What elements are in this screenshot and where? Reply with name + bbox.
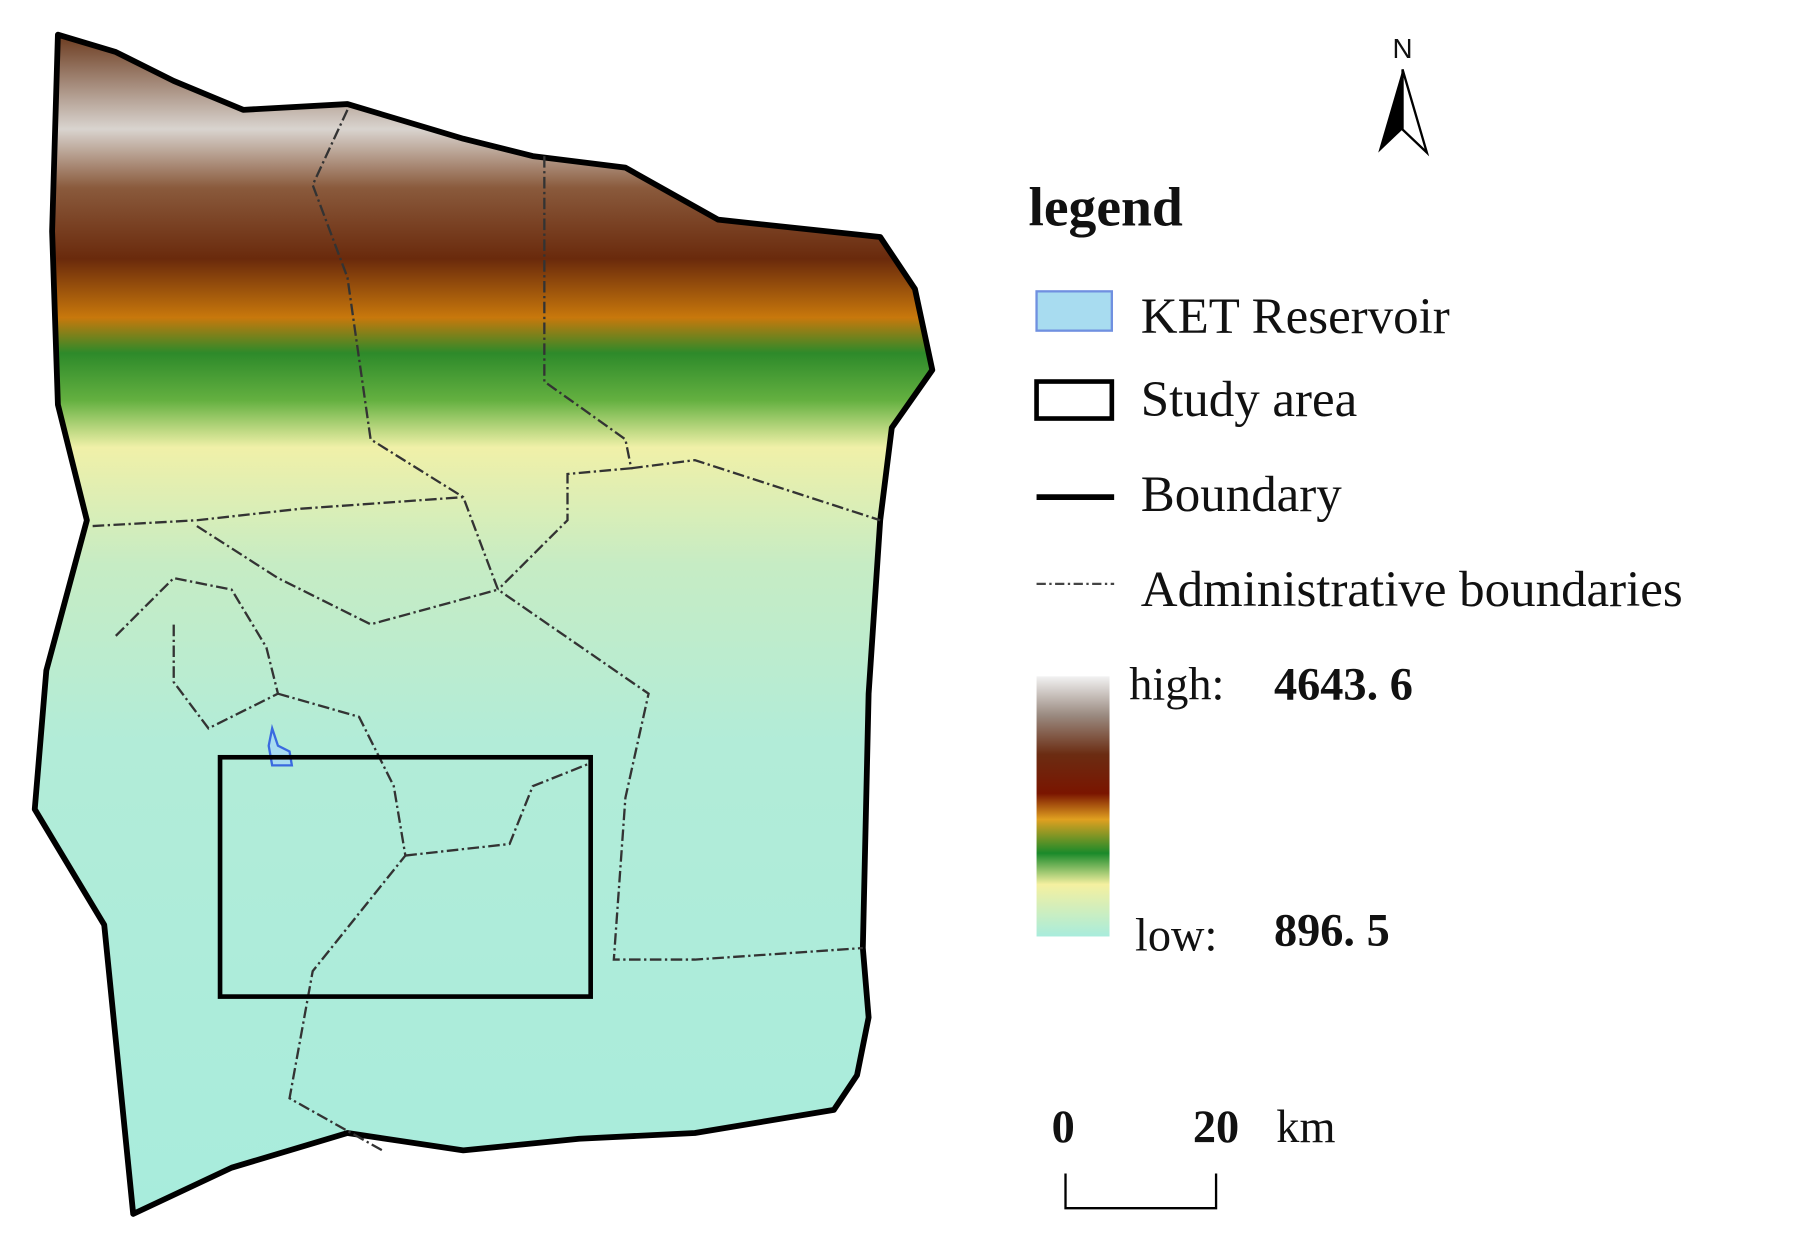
scale-end: 20 [1193,1102,1239,1153]
region-terrain [31,31,936,1217]
north-arrow-left [1378,69,1403,153]
low-label: low: [1135,910,1217,961]
admin-line [631,458,881,522]
high-label: high: [1129,659,1224,710]
admin-line [405,761,592,857]
scale-start: 0 [1052,1102,1075,1153]
admin-line [196,525,499,626]
legend-item: Boundary [1141,467,1342,523]
legend-item: Administrative boundaries [1141,562,1683,618]
admin-line [311,109,863,961]
legend-item: Study area [1141,372,1357,428]
high-value: 4643. 6 [1274,659,1413,710]
legend-swatch-study-area [1034,379,1115,421]
admin-line [114,576,280,730]
scale-bar-line [1064,1173,1218,1210]
legend-title: legend [1028,177,1183,238]
scale-bar: 0 20 km [1052,1102,1335,1210]
north-arrow-right [1401,69,1430,157]
administrative-boundaries [92,109,881,1152]
legend-item: KET Reservoir [1141,289,1450,345]
legend-swatch-reservoir [1035,290,1113,332]
admin-line [92,495,464,528]
north-arrow: N [1378,33,1430,157]
elevation-ramp [1036,676,1110,937]
north-label: N [1392,33,1412,64]
study-area [217,754,593,999]
low-value: 896. 5 [1274,906,1390,957]
scale-unit: km [1276,1102,1335,1153]
